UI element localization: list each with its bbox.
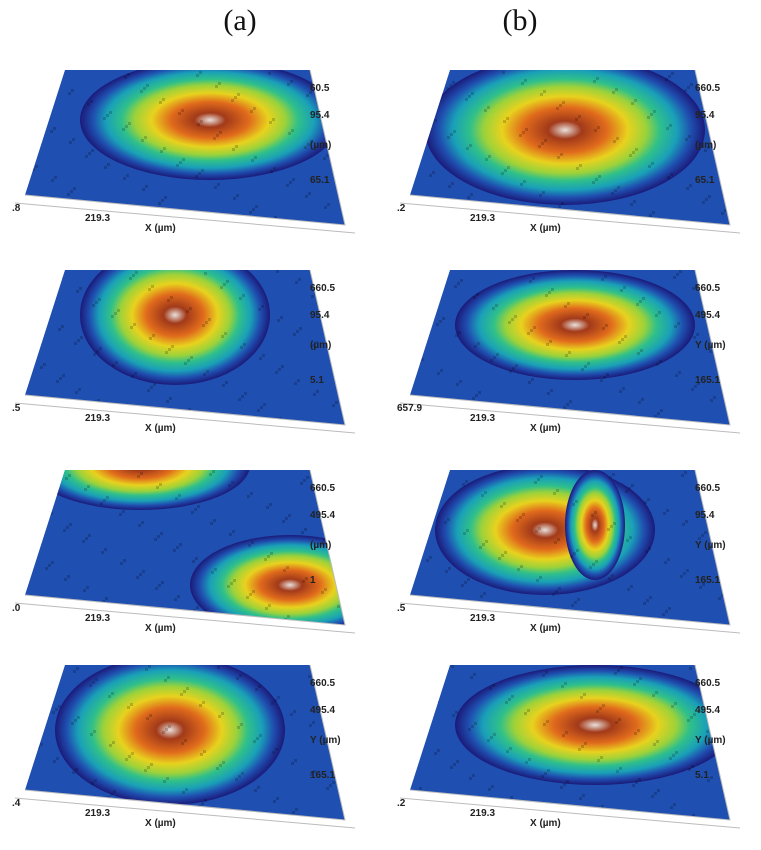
z-tick-label: 660.5 — [310, 483, 336, 494]
x-tick-label: 219.3 — [85, 808, 111, 819]
z-tick-label: Y (µm) — [695, 340, 726, 351]
x-edge-tick-label: 657.9 — [397, 403, 423, 414]
z-tick-label: (µm) — [310, 140, 332, 151]
surface-plot — [14, 664, 356, 829]
bounding-box — [409, 469, 731, 626]
x-edge-tick-label: .2 — [397, 203, 406, 214]
x-tick-label: 219.3 — [470, 613, 496, 624]
z-tick-label: 165.1 — [695, 575, 721, 586]
surface-heat-blob — [30, 470, 250, 510]
z-tick-label: 5.1 — [695, 770, 709, 781]
z-tick-label: (µm) — [310, 340, 332, 351]
x-edge-tick-label: .5 — [12, 403, 21, 414]
surface-plot — [399, 69, 741, 234]
surface-heat-blob — [80, 70, 340, 180]
z-tick-label: 65.1 — [310, 175, 330, 186]
surface-heat-blob — [55, 665, 285, 805]
z-tick-label: 660.5 — [310, 678, 336, 689]
x-tick-label: 219.3 — [470, 413, 496, 424]
bounding-box — [24, 469, 346, 626]
z-tick-label: Y (µm) — [310, 735, 341, 746]
z-tick-label: 95.4 — [310, 110, 330, 121]
column-header-b: (b) — [502, 4, 538, 37]
z-tick-label: 5.1 — [310, 375, 324, 386]
z-tick-label: Y (µm) — [695, 735, 726, 746]
z-tick-label: (µm) — [310, 540, 332, 551]
surface-plot — [14, 469, 356, 634]
surface-panel-a-4: .4 219.3 X (µm) 660.5 495.4 Y (µm) 165.1 — [10, 640, 370, 840]
x-axis-label: X (µm) — [530, 623, 561, 634]
surface-heat-blob — [455, 270, 695, 380]
bounding-box — [24, 664, 346, 821]
surface-panel-b-1: .2 219.3 X (µm) 660.5 95.4 (µm) 65.1 — [395, 45, 755, 245]
x-edge-tick-label: .4 — [12, 798, 21, 809]
z-tick-label: 495.4 — [695, 705, 721, 716]
z-tick-label: (µm) — [695, 140, 717, 151]
x-tick-label: 219.3 — [85, 213, 111, 224]
x-tick-label: 219.3 — [85, 413, 111, 424]
x-axis-label: X (µm) — [145, 423, 176, 434]
surface-panel-b-4: .2 219.3 X (µm) 660.5 495.4 Y (µm) 5.1 — [395, 640, 755, 840]
z-tick-label: 165.1 — [695, 375, 721, 386]
x-edge-tick-label: .8 — [12, 203, 21, 214]
surface-plot — [399, 469, 741, 634]
x-axis-label: X (µm) — [145, 818, 176, 829]
x-axis-label: X (µm) — [145, 223, 176, 234]
z-tick-label: 495.4 — [695, 310, 721, 321]
surface-heat-blob — [565, 470, 625, 580]
z-tick-label: 95.4 — [695, 110, 715, 121]
surface-heat-blob — [425, 70, 705, 205]
z-tick-label: 65.1 — [695, 175, 715, 186]
x-axis-label: X (µm) — [145, 623, 176, 634]
surface-heat-blob — [80, 270, 270, 385]
z-tick-label: 660.5 — [695, 283, 721, 294]
z-tick-label: 660.5 — [695, 483, 721, 494]
x-edge-tick-label: .5 — [397, 603, 406, 614]
surface-plot — [14, 269, 356, 434]
z-tick-label: 1 — [310, 575, 316, 586]
surface-panel-b-3: .5 219.3 X (µm) 660.5 95.4 Y (µm) 165.1 — [395, 445, 755, 645]
z-tick-label: 660.5 — [310, 283, 336, 294]
z-tick-label: 660.5 — [695, 678, 721, 689]
bounding-box — [409, 69, 731, 226]
column-header-a: (a) — [223, 4, 257, 37]
x-edge-tick-label: .0 — [12, 603, 21, 614]
z-tick-label: 60.5 — [310, 83, 330, 94]
x-tick-label: 219.3 — [85, 613, 111, 624]
surface-plot — [399, 664, 741, 829]
surface-plot — [399, 269, 741, 434]
surface-panel-b-2: 657.9 219.3 X (µm) 660.5 495.4 Y (µm) 165.1 — [395, 245, 755, 445]
surface-panel-a-2: .5 219.3 X (µm) 660.5 95.4 (µm) 5.1 — [10, 245, 370, 445]
surface-panel-a-3: .0 219.3 X (µm) 660.5 495.4 (µm) 1 — [10, 445, 370, 645]
surface-heat-blob — [455, 665, 730, 785]
z-tick-label: 660.5 — [695, 83, 721, 94]
bounding-box — [409, 269, 731, 426]
surface-plot — [14, 69, 356, 234]
x-edge-tick-label: .2 — [397, 798, 406, 809]
bounding-box — [24, 269, 346, 426]
x-axis-label: X (µm) — [530, 818, 561, 829]
bounding-box — [24, 69, 346, 226]
bounding-box — [409, 664, 731, 821]
z-tick-label: 95.4 — [310, 310, 330, 321]
z-tick-label: 165.1 — [310, 770, 336, 781]
z-tick-label: 495.4 — [310, 705, 336, 716]
z-tick-label: 495.4 — [310, 510, 336, 521]
z-tick-label: Y (µm) — [695, 540, 726, 551]
x-axis-label: X (µm) — [530, 423, 561, 434]
z-tick-label: 95.4 — [695, 510, 715, 521]
surface-panel-a-1: .8 219.3 X (µm) 60.5 95.4 (µm) 65.1 — [10, 45, 370, 245]
x-tick-label: 219.3 — [470, 808, 496, 819]
x-axis-label: X (µm) — [530, 223, 561, 234]
x-tick-label: 219.3 — [470, 213, 496, 224]
